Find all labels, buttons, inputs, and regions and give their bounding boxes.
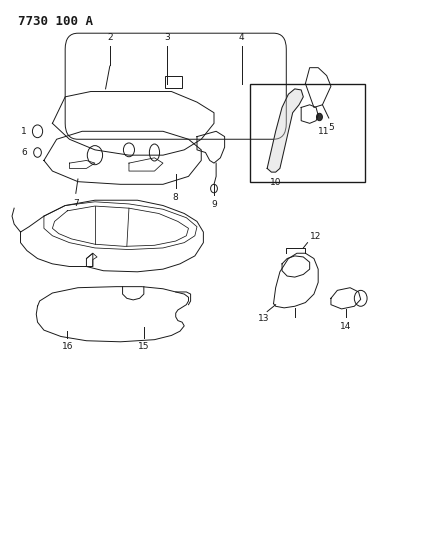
Circle shape (316, 114, 322, 120)
Text: 13: 13 (259, 314, 270, 323)
Text: 7730 100 A: 7730 100 A (18, 14, 93, 28)
Bar (250, 84, 365, 182)
Text: 16: 16 (62, 342, 73, 351)
Text: 2: 2 (107, 33, 113, 42)
Polygon shape (267, 89, 303, 172)
Text: 14: 14 (340, 322, 351, 331)
Text: 12: 12 (310, 232, 321, 241)
Text: 1: 1 (21, 127, 27, 136)
Text: 4: 4 (239, 33, 244, 42)
Text: 9: 9 (211, 200, 217, 209)
Text: 8: 8 (173, 193, 178, 203)
Text: 5: 5 (328, 123, 334, 132)
Bar (165, 76, 182, 88)
Text: 7: 7 (73, 199, 79, 208)
Text: 6: 6 (21, 148, 27, 157)
Text: 10: 10 (270, 178, 281, 187)
Text: 11: 11 (318, 127, 330, 136)
Text: 15: 15 (138, 342, 150, 351)
Text: 3: 3 (164, 33, 170, 42)
